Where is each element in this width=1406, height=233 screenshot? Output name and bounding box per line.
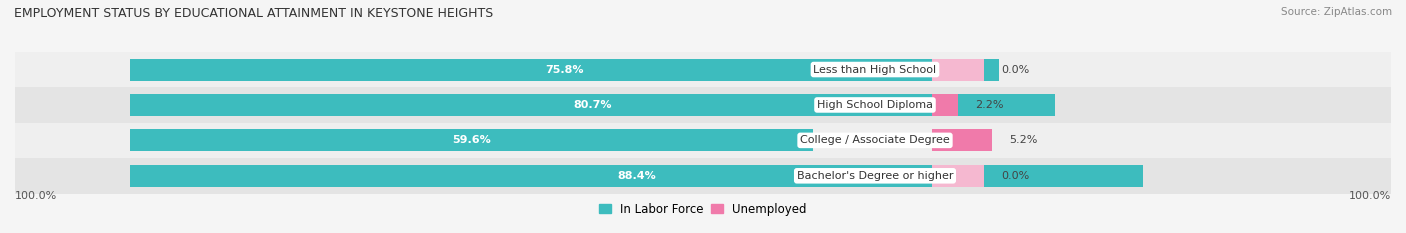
Text: 2.2%: 2.2%	[974, 100, 1004, 110]
Bar	[129, 129, 813, 151]
Text: Bachelor's Degree or higher: Bachelor's Degree or higher	[797, 171, 953, 181]
Text: 88.4%: 88.4%	[617, 171, 655, 181]
Text: College / Associate Degree: College / Associate Degree	[800, 135, 950, 145]
Bar	[15, 87, 1391, 123]
Text: EMPLOYMENT STATUS BY EDUCATIONAL ATTAINMENT IN KEYSTONE HEIGHTS: EMPLOYMENT STATUS BY EDUCATIONAL ATTAINM…	[14, 7, 494, 20]
Legend: In Labor Force, Unemployed: In Labor Force, Unemployed	[599, 203, 807, 216]
Bar	[129, 94, 1054, 116]
Bar	[932, 58, 984, 81]
Text: 75.8%: 75.8%	[546, 65, 583, 75]
Text: 0.0%: 0.0%	[1001, 171, 1029, 181]
Bar	[129, 165, 1143, 187]
Text: Less than High School: Less than High School	[814, 65, 936, 75]
Bar	[932, 94, 957, 116]
Bar	[15, 52, 1391, 87]
Bar	[15, 158, 1391, 194]
Text: High School Diploma: High School Diploma	[817, 100, 934, 110]
Text: 59.6%: 59.6%	[451, 135, 491, 145]
Text: 100.0%: 100.0%	[15, 191, 58, 201]
Text: 80.7%: 80.7%	[574, 100, 612, 110]
Bar	[932, 129, 993, 151]
Text: Source: ZipAtlas.com: Source: ZipAtlas.com	[1281, 7, 1392, 17]
Text: 0.0%: 0.0%	[1001, 65, 1029, 75]
Bar	[932, 165, 984, 187]
Text: 100.0%: 100.0%	[1348, 191, 1391, 201]
Bar	[15, 123, 1391, 158]
Bar	[129, 58, 998, 81]
Text: 5.2%: 5.2%	[1010, 135, 1038, 145]
